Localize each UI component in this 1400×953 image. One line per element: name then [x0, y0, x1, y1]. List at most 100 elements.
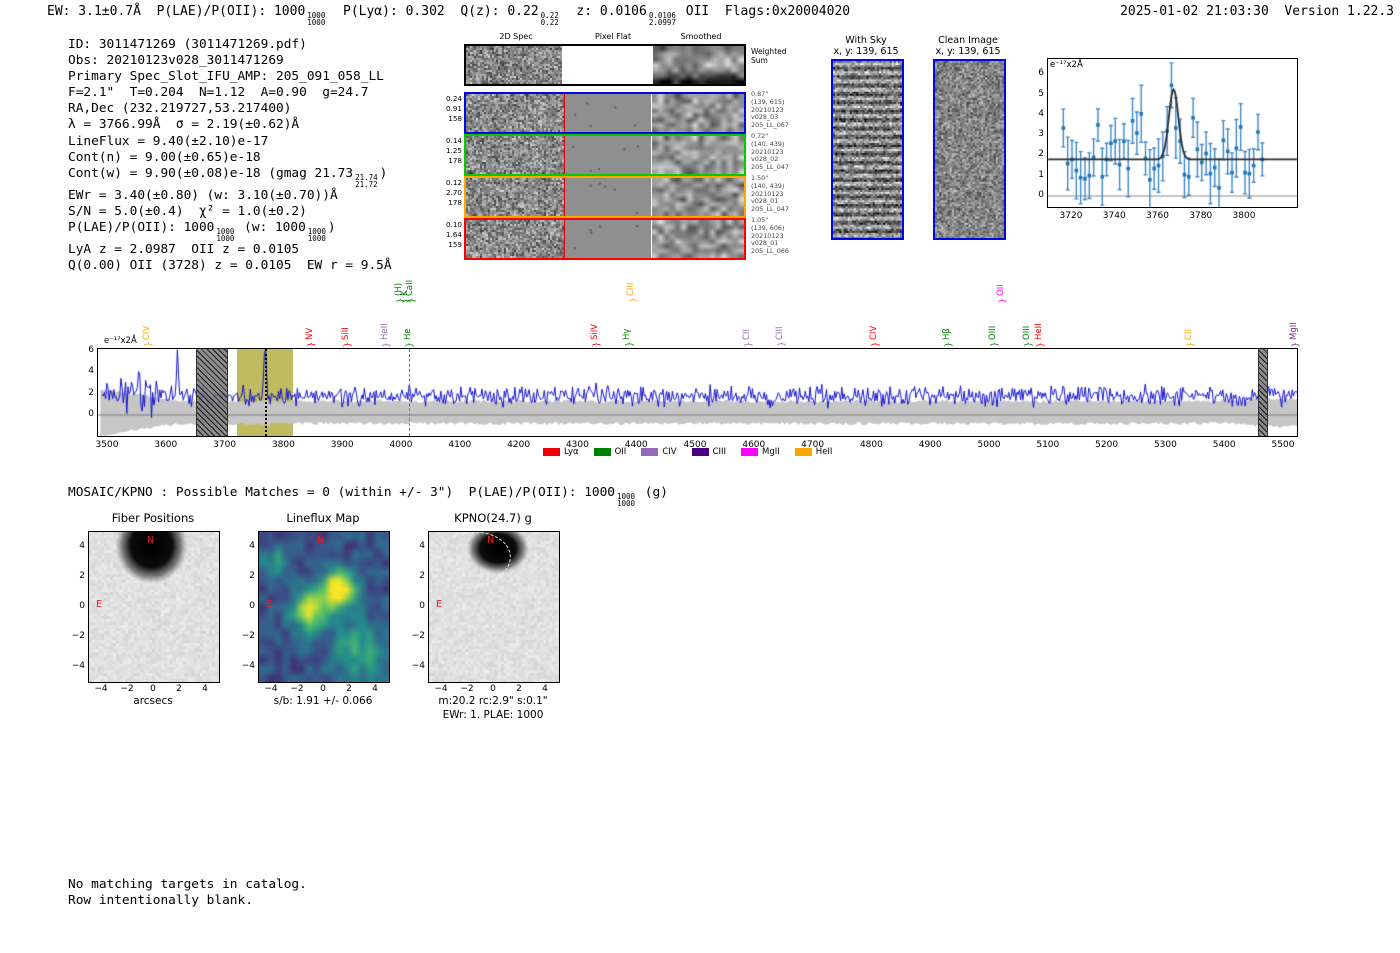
brace-icon: { [380, 341, 391, 348]
fiber-y-tick: −2 [71, 631, 85, 641]
spectrum-x-tick: 4500 [683, 440, 707, 450]
fiber-x-tick: −4 [94, 684, 108, 694]
spectral-line-name: OIII [1022, 325, 1033, 340]
spec2d-right-value: 205_LL_066 [751, 247, 789, 256]
legend-item: CIII [691, 447, 726, 457]
fit-y-tick: 3 [1038, 129, 1044, 140]
fiber-panel-title: Fiber Positions [111, 511, 195, 525]
lineflux-xlabel: s/b: 1.91 +/- 0.066 [273, 695, 373, 707]
spectral-line-label: SiII{ [341, 327, 351, 348]
spec2d-row-left-labels: 0.12 2.70 178 [436, 178, 462, 208]
legend-item: CIV [641, 447, 677, 457]
fiber-x-tick: 0 [150, 684, 156, 694]
spec2d-right-value: 205_LL_047 [751, 163, 789, 172]
brace-icon: { [942, 341, 953, 348]
brace-icon: { [142, 341, 153, 348]
kpno-y-tick: 0 [419, 601, 425, 611]
spectral-line-name: CIII [626, 282, 637, 296]
kpno-xlabel: m:20.2 rc:2.9" s:0.1" [438, 695, 548, 707]
spec2d-strip [652, 220, 744, 258]
spec2d-right-value: (140, 439) [751, 139, 785, 148]
legend-swatch [641, 448, 659, 456]
info-line: EWr = 3.40(±0.80) (w: 3.10(±0.70))Å [68, 187, 338, 203]
north-label: N [317, 535, 325, 546]
spec2d-strip [466, 94, 564, 132]
info-line: Cont(n) = 9.00(±0.65)e-18 [68, 149, 261, 165]
spectrum-x-tick: 5300 [1153, 440, 1177, 450]
spec2d-row-right-labels: 0.72" (140, 439) 20210123 v028_02 205_LL_047 [751, 132, 789, 172]
spectral-line-name: CIV [869, 325, 880, 340]
brace-icon: { [341, 341, 352, 348]
brace-icon: { [775, 341, 786, 348]
header-timestamp-version: 2025-01-02 21:03:30 Version 1.22.3 [1120, 4, 1394, 19]
kpno-x-tick: 2 [516, 684, 522, 694]
spectrum-x-tick: 4900 [918, 440, 942, 450]
spectrum-y-tick: 0 [88, 409, 94, 419]
spec2d-strip [564, 178, 651, 216]
spec2d-left-value: 1.64 [445, 230, 462, 239]
brace-icon: { [626, 297, 637, 304]
brace-icon: { [590, 341, 601, 348]
lineflux-x-tick: 4 [372, 684, 378, 694]
spectral-line-label: CII{ [1184, 329, 1194, 348]
spec2d-right-value: 1.50" [751, 174, 769, 182]
clean-image [935, 61, 1004, 238]
spec2d-strip [466, 136, 564, 174]
spectrum-x-tick: 4800 [859, 440, 883, 450]
legend-item: MgII [741, 447, 780, 457]
spectral-line-name: Hβ [941, 328, 952, 340]
fit-x-tick: 3740 [1102, 211, 1126, 221]
spectrum-y-tick: 2 [88, 387, 94, 398]
spec2d-left-value: 178 [448, 156, 462, 165]
spec2d-strip [652, 178, 744, 216]
spec2d-strip [652, 94, 744, 132]
kpno-panel-title: KPNO(24.7) g [454, 511, 532, 525]
info-line: LyA z = 2.0987 OII z = 0.0105 [68, 241, 300, 257]
weighted-sum-strip [562, 46, 653, 84]
kpno-y-tick: 2 [419, 571, 425, 581]
spectral-line-name: HeII [1033, 323, 1044, 340]
brace-icon: { [742, 341, 753, 348]
spectrum-x-tick: 4100 [448, 440, 472, 450]
spec2d-right-value: 20210123 [751, 231, 784, 240]
fit-x-tick: 3760 [1146, 211, 1169, 221]
spec2d-right-value: 1.05" [751, 216, 769, 224]
kpno-xlabel2: EWr: 1. PLAE: 1000 [442, 709, 544, 721]
kpno-x-tick: −2 [460, 684, 474, 694]
spectral-line-name: MgII [1289, 322, 1299, 340]
kpno-y-tick: 4 [419, 541, 425, 551]
spectrum-plot [97, 348, 1298, 437]
legend-label: MgII [762, 447, 780, 457]
brace-icon: { [1034, 341, 1045, 348]
kpno-y-tick: −4 [411, 661, 425, 671]
lineflux-y-tick: 4 [249, 541, 255, 551]
weighted-sum-strip [653, 46, 744, 84]
spectral-line-name: HeII [379, 323, 390, 340]
absorption-line-marker [409, 349, 411, 436]
catalog-note: No matching targets in catalog. Row inten… [68, 877, 307, 908]
spec2d-row [464, 218, 746, 260]
info-line: LineFlux = 9.40(±2.10)e-17 [68, 133, 269, 149]
info-line: Q(0.00) OII (3728) z = 0.0105 EW r = 9.5… [68, 258, 392, 274]
clean-image-title: Clean Image x, y: 139, 615 [935, 35, 1001, 57]
spec2d-row-right-labels: 1.50" (140, 439) 20210123 v028_01 205_LL_047 [751, 174, 789, 214]
detection-info-block: ID: 3011471269 (3011471269.pdf) Obs: 2021… [68, 37, 392, 274]
spectrum-x-tick: 4600 [742, 440, 766, 450]
weighted-sum-label: Weighted Sum [751, 47, 787, 65]
legend-swatch [691, 448, 709, 456]
fit-x-tick: 3780 [1189, 211, 1213, 221]
brace-icon: { [1022, 341, 1033, 348]
info-line: Cont(w) = 9.90(±0.08)e-18 (gmag 21.73 21.… [68, 165, 388, 189]
spectral-line-label: NV{ [305, 328, 315, 348]
spec2d-strip [564, 94, 565, 132]
lineflux-y-tick: 2 [249, 571, 255, 581]
spec2d-left-value: 2.70 [445, 188, 462, 197]
spec2d-right-value: 0.72" [751, 132, 769, 140]
catalog-note-line: No matching targets in catalog. [68, 877, 307, 892]
spectral-line-label: OII{ [996, 284, 1006, 304]
spectral-line-label: Hγ{ [622, 329, 632, 348]
brace-icon: { [405, 297, 416, 304]
spec2d-strip [466, 220, 564, 258]
